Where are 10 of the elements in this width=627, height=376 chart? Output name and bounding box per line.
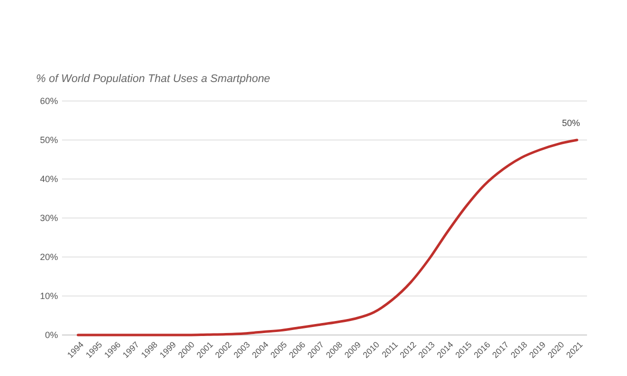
y-tick-label: 10% <box>40 291 58 302</box>
y-tick-label: 0% <box>44 330 58 340</box>
y-tick-label: 60% <box>40 96 58 106</box>
annotation: 50% <box>562 118 580 128</box>
y-tick-label: 50% <box>40 135 58 146</box>
y-tick-label: 40% <box>40 174 58 184</box>
y-tick-label: 20% <box>40 252 58 262</box>
line-series <box>76 138 578 336</box>
y-tick-label: 30% <box>40 213 58 224</box>
chart-title: % of World Population That Uses a Smartphone <box>36 73 270 85</box>
